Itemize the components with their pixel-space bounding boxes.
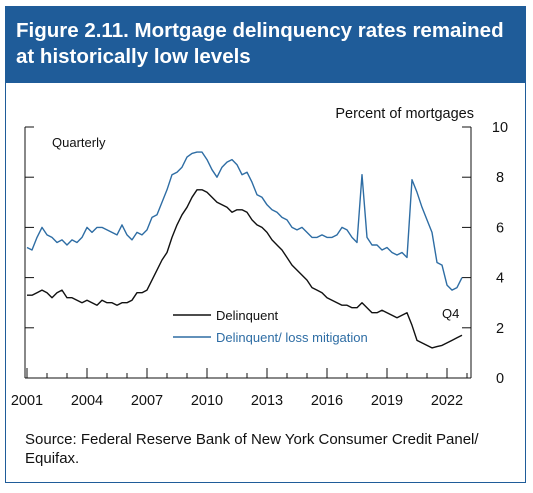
legend-label-loss-mitigation: Delinquent/ loss mitigation — [216, 330, 368, 345]
y-tick-label: 0 — [496, 371, 504, 387]
figure-title: Figure 2.11. Mortgage delinquency rates … — [16, 19, 504, 68]
legend: Delinquent Delinquent/ loss mitigation — [173, 308, 368, 345]
axes: 0 2 4 6 8 10 2001 2004 2007 2010 2013 2016 2019 2022 — [11, 120, 508, 409]
y-tick-label: 4 — [496, 271, 504, 287]
y-tick-label: 6 — [496, 220, 504, 236]
frequency-note: Quarterly — [52, 135, 106, 150]
x-tick-label: 2022 — [431, 393, 463, 409]
end-label-q4: Q4 — [442, 306, 459, 321]
y-tick-label: 2 — [496, 321, 504, 337]
legend-label-delinquent: Delinquent — [216, 308, 279, 323]
x-tick-label: 2007 — [131, 393, 163, 409]
series-line-delinquent — [27, 189, 463, 349]
series-lines — [26, 151, 463, 349]
figure-frame: Figure 2.11. Mortgage delinquency rates … — [5, 6, 526, 483]
x-tick-label: 2001 — [11, 393, 43, 409]
x-tick-label: 2010 — [191, 393, 223, 409]
y-axis-label: Percent of mortgages — [335, 106, 474, 122]
source-note: Source: Federal Reserve Bank of New York… — [25, 431, 479, 467]
x-tick-label: 2019 — [371, 393, 403, 409]
y-tick-label: 10 — [492, 120, 508, 136]
x-tick-label: 2004 — [71, 393, 103, 409]
x-tick-label: 2013 — [251, 393, 283, 409]
y-tick-label: 8 — [496, 170, 504, 186]
x-tick-label: 2016 — [311, 393, 343, 409]
chart-svg: Percent of mortgages Quarterly Q4 0 2 4 6 8 1… — [11, 106, 508, 409]
series-line-loss-mitigation — [26, 151, 463, 291]
figure-header: Figure 2.11. Mortgage delinquency rates … — [6, 7, 525, 83]
